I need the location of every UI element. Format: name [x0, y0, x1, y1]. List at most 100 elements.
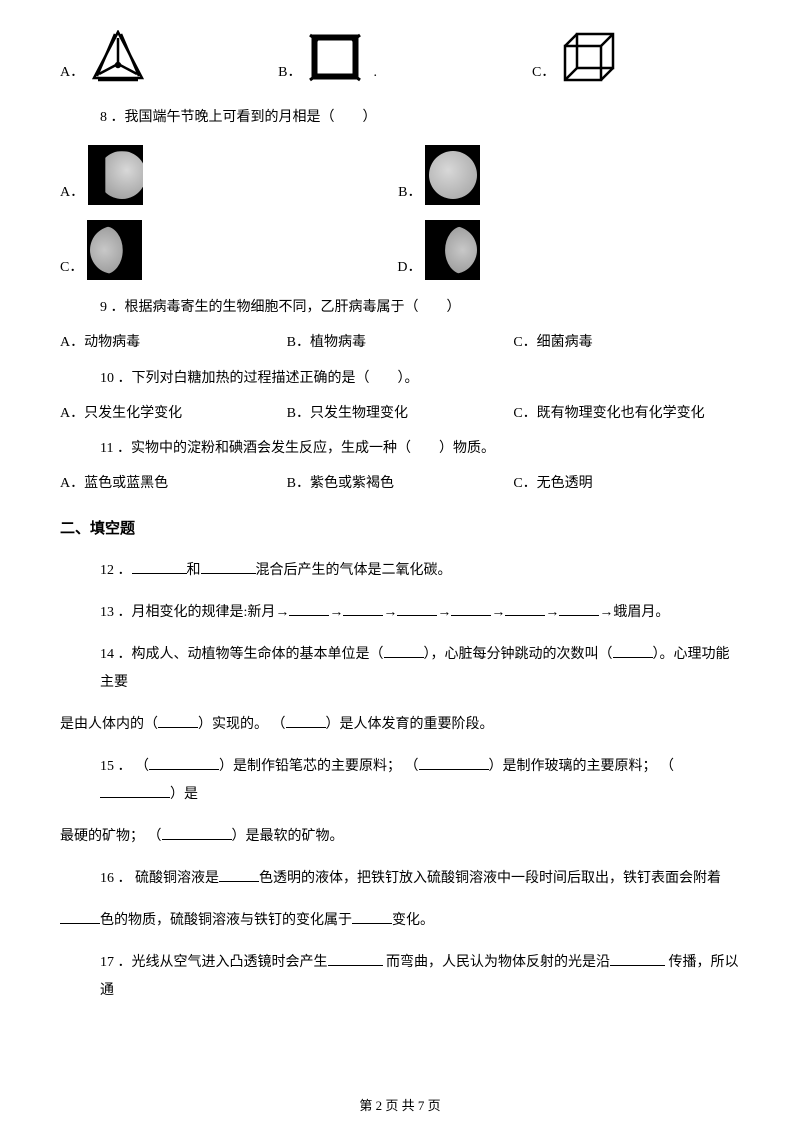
question-13: 13 ．月相变化的规律是:新月→→→→→→→蛾眉月。 [100, 599, 740, 627]
arrow: → [383, 605, 397, 620]
moon-row-1: A． B． [60, 145, 740, 205]
blank[interactable] [100, 782, 170, 798]
blank[interactable] [149, 754, 219, 770]
q15-p1: 15 ． （ [100, 759, 149, 774]
question-8: 8 ．我国端午节晚上可看到的月相是（ ） [100, 105, 740, 130]
q14-p6: ）是人体发育的重要阶段。 [326, 717, 494, 732]
q16-p1: 16 ． 硫酸铜溶液是 [100, 871, 219, 886]
q10-text: 10 ．下列对白糖加热的过程描述正确的是（ ）。 [100, 371, 419, 386]
arrow: → [491, 605, 505, 620]
moon-crescent-left-icon [87, 220, 142, 280]
q10-opt-a: A．只发生化学变化 [60, 401, 287, 426]
q16-p2: 色透明的液体，把铁钉放入硫酸铜溶液中一段时间后取出，铁钉表面会附着 [259, 871, 721, 886]
shapes-options-row: A． B． . C． [60, 30, 740, 85]
blank[interactable] [60, 908, 100, 924]
square-shape-icon [305, 30, 365, 85]
q9-opt-c: C．细菌病毒 [513, 330, 740, 355]
q11-options: A．蓝色或蓝黑色 B．紫色或紫褐色 C．无色透明 [60, 471, 740, 496]
q11-opt-a: A．蓝色或蓝黑色 [60, 471, 287, 496]
blank[interactable] [613, 642, 653, 658]
q17-p2: 而弯曲，人民认为物体反射的光是沿 [383, 955, 611, 970]
blank[interactable] [610, 950, 665, 966]
q15-p3: ）是制作玻璃的主要原料； （ [489, 759, 675, 774]
question-12: 12 ．和混合后产生的气体是二氧化碳。 [100, 557, 740, 585]
question-15: 15 ． （ ）是制作铅笔芯的主要原料； （ ）是制作玻璃的主要原料； （ ）是 [100, 753, 740, 809]
q11-text: 11 ．实物中的淀粉和碘酒会发生反应，生成一种（ ）物质。 [100, 441, 495, 456]
question-14-cont: 是由人体内的（ ）实现的。 （ ）是人体发育的重要阶段。 [60, 711, 740, 739]
question-14: 14 ．构成人、动植物等生命体的基本单位是（），心脏每分钟跳动的次数叫（）。心理… [100, 641, 740, 697]
moon-c-letter: C． [60, 255, 83, 280]
q15-p2: ）是制作铅笔芯的主要原料； （ [219, 759, 419, 774]
moon-row-2: C． D． [60, 220, 740, 280]
q16-p4: 变化。 [392, 913, 434, 928]
shape-option-b: B． . [278, 30, 377, 85]
arrow: → [545, 605, 559, 620]
q10-options: A．只发生化学变化 B．只发生物理变化 C．既有物理变化也有化学变化 [60, 401, 740, 426]
q9-opt-a: A．动物病毒 [60, 330, 287, 355]
q11-opt-b: B．紫色或紫褐色 [287, 471, 514, 496]
blank[interactable] [352, 908, 392, 924]
moon-option-b: B． [398, 145, 480, 205]
q13-p1: 13 ．月相变化的规律是:新月→ [100, 605, 289, 620]
question-10: 10 ．下列对白糖加热的过程描述正确的是（ ）。 [100, 366, 740, 391]
option-letter-c: C． [532, 60, 555, 85]
option-letter-a: A． [60, 60, 84, 85]
blank[interactable] [384, 642, 424, 658]
blank[interactable] [158, 712, 198, 728]
moon-crescent-right-icon [425, 220, 480, 280]
q17-p1: 17 ．光线从空气进入凸透镜时会产生 [100, 955, 328, 970]
shape-option-a: A． [60, 30, 148, 85]
blank[interactable] [289, 600, 329, 616]
blank[interactable] [201, 558, 256, 574]
blank[interactable] [505, 600, 545, 616]
moon-a-letter: A． [60, 180, 84, 205]
question-15-cont: 最硬的矿物； （ ）是最软的矿物。 [60, 823, 740, 851]
blank[interactable] [343, 600, 383, 616]
q13-p2: →蛾眉月。 [599, 605, 669, 620]
q14-p1: 14 ．构成人、动植物等生命体的基本单位是（ [100, 647, 384, 662]
blank[interactable] [419, 754, 489, 770]
blank[interactable] [397, 600, 437, 616]
dot: . [373, 60, 377, 85]
blank[interactable] [219, 866, 259, 882]
q15-p5: 最硬的矿物； （ [60, 829, 162, 844]
blank[interactable] [162, 824, 232, 840]
q14-p5: ）实现的。 （ [198, 717, 286, 732]
blank[interactable] [559, 600, 599, 616]
q15-p4: ）是 [170, 787, 198, 802]
q10-opt-b: B．只发生物理变化 [287, 401, 514, 426]
q16-p3: 色的物质，硫酸铜溶液与铁钉的变化属于 [100, 913, 352, 928]
moon-d-letter: D． [397, 255, 421, 280]
q12-p2: 和 [187, 563, 201, 578]
q14-p2: ），心脏每分钟跳动的次数叫（ [424, 647, 613, 662]
blank[interactable] [286, 712, 326, 728]
q15-p6: ）是最软的矿物。 [232, 829, 344, 844]
option-letter-b: B． [278, 60, 301, 85]
section-2-heading: 二、填空题 [60, 516, 740, 543]
question-16: 16 ． 硫酸铜溶液是 色透明的液体，把铁钉放入硫酸铜溶液中一段时间后取出，铁钉表… [100, 865, 740, 893]
blank[interactable] [451, 600, 491, 616]
blank[interactable] [132, 558, 187, 574]
q9-text: 9 ．根据病毒寄生的生物细胞不同，乙肝病毒属于（ ） [100, 300, 461, 315]
moon-full-icon [425, 145, 480, 205]
q9-options: A．动物病毒 B．植物病毒 C．细菌病毒 [60, 330, 740, 355]
q11-opt-c: C．无色透明 [513, 471, 740, 496]
question-11: 11 ．实物中的淀粉和碘酒会发生反应，生成一种（ ）物质。 [100, 436, 740, 461]
arrow: → [329, 605, 343, 620]
moon-option-d: D． [397, 220, 480, 280]
cube-shape-icon [559, 30, 619, 85]
moon-option-a: A． [60, 145, 143, 205]
q12-p3: 混合后产生的气体是二氧化碳。 [256, 563, 452, 578]
page-footer: 第 2 页 共 7 页 [0, 1094, 800, 1117]
q9-opt-b: B．植物病毒 [287, 330, 514, 355]
q10-opt-c: C．既有物理变化也有化学变化 [513, 401, 740, 426]
blank[interactable] [328, 950, 383, 966]
q14-p4: 是由人体内的（ [60, 717, 158, 732]
moon-option-c: C． [60, 220, 142, 280]
question-17: 17 ．光线从空气进入凸透镜时会产生 而弯曲，人民认为物体反射的光是沿 传播，所… [100, 949, 740, 1005]
q8-text: 8 ．我国端午节晚上可看到的月相是（ ） [100, 110, 377, 125]
moon-b-letter: B． [398, 180, 421, 205]
shape-option-c: C． [532, 30, 619, 85]
triangle-shape-icon [88, 30, 148, 85]
question-16-cont: 色的物质，硫酸铜溶液与铁钉的变化属于 变化。 [60, 907, 740, 935]
